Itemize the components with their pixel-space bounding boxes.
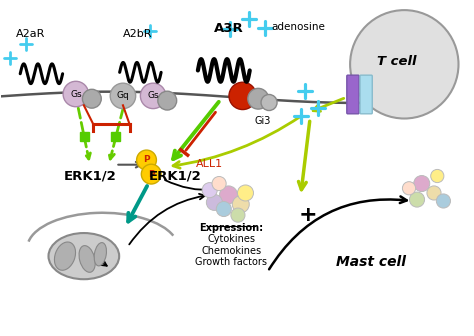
Text: Gs: Gs	[147, 91, 159, 100]
Text: Gs: Gs	[70, 89, 82, 98]
Text: ALL1: ALL1	[196, 159, 223, 169]
Circle shape	[431, 169, 444, 182]
Circle shape	[237, 185, 254, 201]
Text: Cytokines: Cytokines	[207, 235, 255, 245]
Text: A2bR: A2bR	[123, 29, 153, 39]
Circle shape	[219, 186, 237, 204]
Text: Chemokines: Chemokines	[201, 246, 261, 256]
FancyBboxPatch shape	[347, 75, 359, 114]
Text: adenosine: adenosine	[271, 22, 325, 32]
Circle shape	[63, 81, 89, 107]
Text: P: P	[143, 156, 150, 165]
Circle shape	[137, 150, 156, 170]
Circle shape	[140, 83, 166, 109]
Circle shape	[350, 10, 458, 119]
Text: Gi3: Gi3	[255, 116, 271, 126]
Circle shape	[261, 94, 277, 111]
Text: T cell: T cell	[377, 55, 417, 69]
Circle shape	[141, 164, 161, 184]
Text: ERK1/2: ERK1/2	[64, 169, 116, 182]
Circle shape	[212, 176, 226, 191]
Circle shape	[414, 175, 430, 192]
Ellipse shape	[79, 246, 95, 272]
Ellipse shape	[55, 242, 75, 270]
Text: A2aR: A2aR	[16, 29, 45, 39]
Ellipse shape	[48, 233, 119, 279]
Circle shape	[158, 91, 177, 110]
Circle shape	[202, 182, 217, 198]
Circle shape	[402, 182, 416, 195]
Text: ERK1/2: ERK1/2	[148, 169, 201, 182]
Circle shape	[231, 208, 245, 222]
Circle shape	[110, 83, 136, 109]
Text: P: P	[148, 170, 155, 179]
Text: Mast cell: Mast cell	[337, 255, 406, 269]
Circle shape	[437, 194, 450, 208]
Text: Gq: Gq	[117, 91, 129, 100]
Circle shape	[206, 195, 222, 210]
Circle shape	[82, 89, 101, 108]
Text: A3R: A3R	[214, 22, 243, 35]
Circle shape	[229, 82, 256, 110]
Ellipse shape	[94, 243, 107, 266]
Text: Expression:: Expression:	[199, 223, 264, 233]
Circle shape	[216, 202, 231, 216]
Text: Growth factors: Growth factors	[195, 257, 267, 267]
Text: +: +	[298, 205, 317, 225]
FancyBboxPatch shape	[360, 75, 372, 114]
Circle shape	[232, 196, 249, 213]
Circle shape	[410, 192, 425, 207]
Circle shape	[248, 88, 269, 109]
Circle shape	[427, 186, 441, 200]
